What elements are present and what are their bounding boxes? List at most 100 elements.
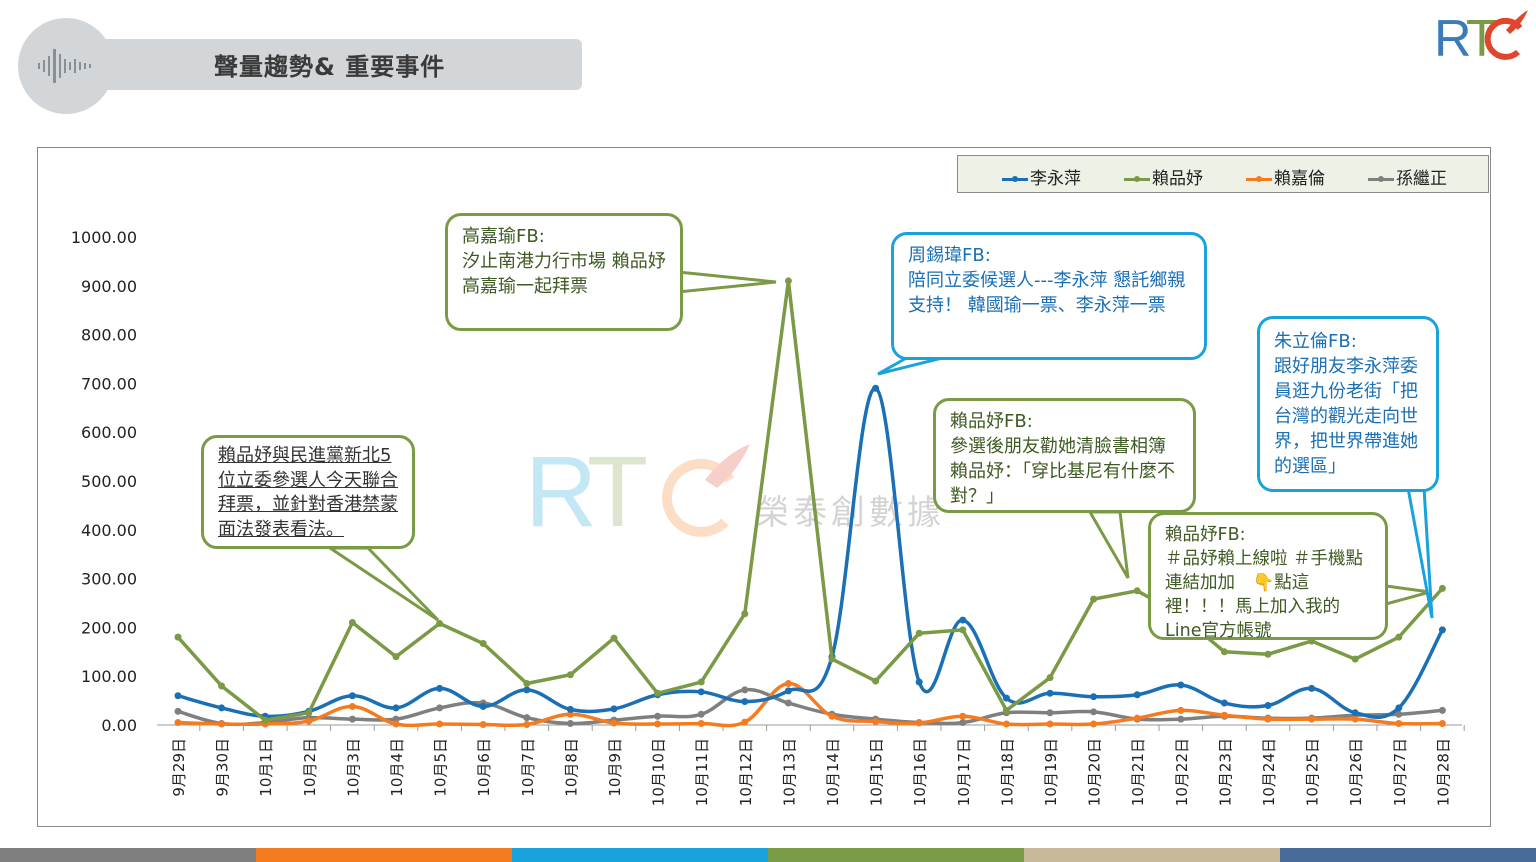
series-point-3 <box>392 715 400 723</box>
footer-segment <box>768 848 1024 862</box>
series-point-2 <box>915 719 923 727</box>
series-point-1 <box>1133 587 1141 595</box>
x-tick-label: 10月16日 <box>911 738 929 806</box>
series-point-2 <box>1220 711 1228 719</box>
series-point-0 <box>1438 626 1446 634</box>
series-point-3 <box>348 715 356 723</box>
series-point-2 <box>872 718 880 726</box>
footer-segment <box>0 848 256 862</box>
series-point-2 <box>1002 720 1010 728</box>
x-tick-label: 10月12日 <box>737 738 755 806</box>
rtc-logo: R T <box>1434 10 1528 64</box>
series-point-3 <box>654 712 662 720</box>
annotation-head: 賴品妤FB: <box>950 411 1033 432</box>
series-point-3 <box>1090 708 1098 716</box>
series-point-2 <box>479 721 487 729</box>
series-point-3 <box>523 714 531 722</box>
x-tick-label: 10月24日 <box>1260 738 1278 806</box>
series-point-3 <box>959 719 967 727</box>
annotation-body: 汐止南港力行市場 賴品妤高嘉瑜一起拜票 <box>462 251 666 297</box>
series-point-1 <box>872 677 880 685</box>
watermark-logo: R T 榮泰創數據 <box>525 440 941 548</box>
series-line-0 <box>177 386 1444 720</box>
legend-item-li: 李永萍 <box>1002 164 1081 189</box>
series-point-0 <box>1395 704 1403 712</box>
series-point-2 <box>1395 720 1403 728</box>
series-point-1 <box>1220 648 1228 656</box>
legend-swatch-icon <box>1368 175 1394 182</box>
series-point-2 <box>959 712 967 720</box>
series-point-1 <box>261 716 269 724</box>
series-point-0 <box>1308 684 1316 692</box>
series-point-2 <box>741 718 749 726</box>
y-tick-label: 100.00 <box>81 667 137 686</box>
x-tick-label: 10月18日 <box>998 738 1016 806</box>
series-point-0 <box>479 702 487 710</box>
series-point-0 <box>218 704 226 712</box>
series-point-2 <box>610 719 618 727</box>
series-point-1 <box>218 682 226 690</box>
chart-legend: 李永萍 賴品妤 賴嘉倫 孫繼正 <box>957 155 1489 193</box>
x-tick-label: 10月17日 <box>955 738 973 806</box>
series-point-3 <box>566 720 574 728</box>
series-point-3 <box>1177 715 1185 723</box>
x-tick-label: 10月1日 <box>257 738 275 797</box>
series-point-1 <box>392 653 400 661</box>
series-point-0 <box>1351 709 1359 717</box>
series-point-3 <box>1046 709 1054 717</box>
series-point-2 <box>174 719 182 727</box>
x-tick-label: 10月6日 <box>475 738 493 797</box>
series-point-1 <box>566 671 574 679</box>
series-point-0 <box>1002 694 1010 702</box>
y-tick-label: 0.00 <box>101 716 137 735</box>
y-tick-label: 700.00 <box>81 374 137 393</box>
page-title: 聲量趨勢& 重要事件 <box>214 53 446 81</box>
series-point-2 <box>828 712 836 720</box>
y-tick-label: 200.00 <box>81 618 137 637</box>
series-point-1 <box>1351 655 1359 663</box>
series-point-0 <box>1177 681 1185 689</box>
series-point-2 <box>566 710 574 718</box>
series-point-1 <box>436 619 444 627</box>
series-point-3 <box>1438 706 1446 714</box>
legend-swatch-icon <box>1246 175 1272 182</box>
x-tick-label: 9月30日 <box>214 738 232 797</box>
series-point-1 <box>479 640 487 648</box>
series-point-0 <box>392 704 400 712</box>
series-point-2 <box>654 720 662 728</box>
x-tick-label: 10月10日 <box>650 738 668 806</box>
annotation-head: 賴品妤FB: <box>1165 525 1246 545</box>
svg-text:T: T <box>587 440 648 548</box>
x-tick-label: 10月11日 <box>693 738 711 806</box>
x-tick-label: 10月13日 <box>780 738 798 806</box>
series-point-2 <box>1090 720 1098 728</box>
legend-item-lai-pin: 賴品妤 <box>1124 164 1203 189</box>
x-tick-label: 10月2日 <box>301 738 319 797</box>
series-point-2 <box>784 680 792 688</box>
x-axis: 9月29日 9月30日 10月1日 10月2日 10月3日 10月4日 10月5日 10月6日… <box>157 724 1465 806</box>
series-point-2 <box>1046 720 1054 728</box>
annotation-ann5: 賴品妤FB: ＃品妤賴上線啦 ＃手機點連結加加 👇點這裡！！！馬上加入我的Lin… <box>1148 512 1388 641</box>
x-tick-label: 10月26日 <box>1347 738 1365 806</box>
series-point-0 <box>1090 693 1098 701</box>
y-tick-label: 1000.00 <box>71 228 137 247</box>
series-point-1 <box>915 629 923 637</box>
series-point-0 <box>174 692 182 700</box>
series-point-1 <box>1438 584 1446 592</box>
series-point-2 <box>1133 714 1141 722</box>
sound-wave-icon <box>38 49 91 83</box>
x-tick-label: 10月8日 <box>562 738 580 797</box>
annotation-body: 跟好朋友李永萍委員逛九份老街「把台灣的觀光走向世界，把世界帶進她的選區」 <box>1274 356 1418 477</box>
x-tick-label: 10月5日 <box>432 738 450 797</box>
series-point-2 <box>218 720 226 728</box>
series-point-1 <box>654 689 662 697</box>
x-tick-label: 10月15日 <box>868 738 886 806</box>
series-point-2 <box>697 720 705 728</box>
x-tick-label: 10月9日 <box>606 738 624 797</box>
annotation-ann2: 周錫瑋FB: 陪同立委候選人---李永萍 懇託鄉親支持！ 韓國瑜一票、李永萍一票 <box>891 232 1207 360</box>
annotation-head: 高嘉瑜FB: <box>462 226 545 247</box>
series-point-2 <box>305 717 313 725</box>
y-tick-label: 800.00 <box>81 326 137 345</box>
y-tick-label: 900.00 <box>81 277 137 296</box>
y-tick-label: 300.00 <box>81 570 137 589</box>
